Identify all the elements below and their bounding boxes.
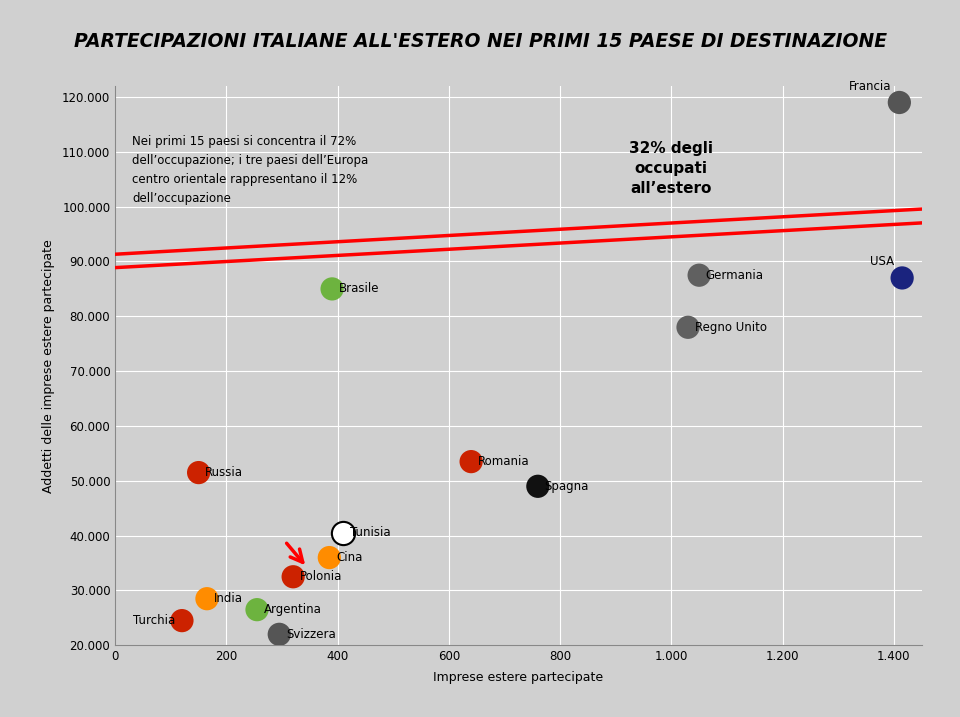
Text: Germania: Germania [706,269,764,282]
Text: India: India [214,592,243,605]
Text: Francia: Francia [849,80,891,92]
Text: Regno Unito: Regno Unito [695,320,767,334]
Text: Russia: Russia [205,466,243,479]
Point [191,467,206,478]
Point [322,552,337,564]
Text: Spagna: Spagna [544,480,588,493]
Text: Romania: Romania [478,455,529,468]
Text: USA: USA [870,255,894,268]
Text: Turchia: Turchia [133,614,176,627]
Text: Svizzera: Svizzera [286,628,336,641]
Point [892,97,907,108]
Point [324,283,340,295]
Text: Argentina: Argentina [264,603,322,616]
Text: PARTECIPAZIONI ITALIANE ALL'ESTERO NEI PRIMI 15 PAESE DI DESTINAZIONE: PARTECIPAZIONI ITALIANE ALL'ESTERO NEI P… [74,32,886,51]
Point [175,615,190,627]
Point [272,629,287,640]
Text: 32% degli
occupati
all’estero: 32% degli occupati all’estero [630,141,713,196]
Point [200,593,215,604]
Point [464,456,479,467]
Text: Nei primi 15 paesi si concentra il 72%
dell’occupazione; i tre paesi dell’Europa: Nei primi 15 paesi si concentra il 72% d… [132,136,368,205]
Text: Brasile: Brasile [339,282,379,295]
Point [895,272,910,284]
Text: Cina: Cina [336,551,362,564]
Point [285,571,300,582]
X-axis label: Imprese estere partecipate: Imprese estere partecipate [433,672,604,685]
Point [691,270,707,281]
Text: Polonia: Polonia [300,570,342,583]
Point [336,527,351,538]
Point [530,480,545,492]
Text: Tunisia: Tunisia [349,526,391,539]
Point [250,604,265,615]
Point [681,321,696,333]
Y-axis label: Addetti delle imprese estere partecipate: Addetti delle imprese estere partecipate [42,239,55,493]
